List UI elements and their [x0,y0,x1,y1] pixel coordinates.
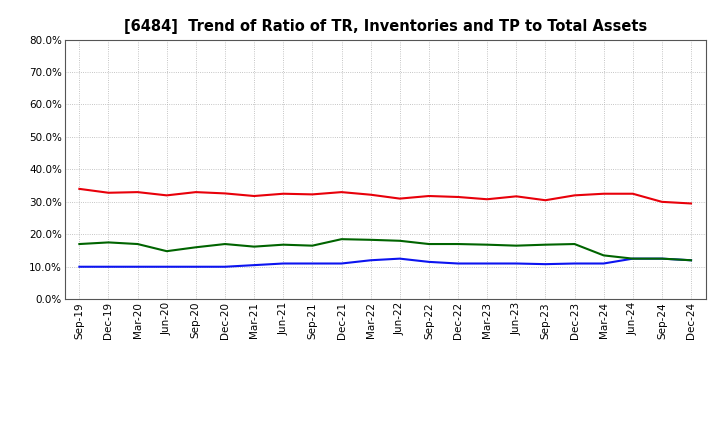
Trade Receivables [75,186,84,191]
Trade Payables [337,237,346,242]
Inventories [629,256,637,261]
Trade Payables [687,258,696,263]
Inventories [425,259,433,264]
Trade Receivables [629,191,637,196]
Trade Receivables [220,191,229,196]
Inventories [541,261,550,267]
Title: [6484]  Trend of Ratio of TR, Inventories and TP to Total Assets: [6484] Trend of Ratio of TR, Inventories… [124,19,647,34]
Inventories [250,263,258,268]
Inventories [308,261,317,266]
Trade Payables [599,253,608,258]
Trade Receivables [308,192,317,197]
Trade Receivables [337,190,346,195]
Trade Payables [483,242,492,247]
Inventories [220,264,229,269]
Trade Payables [192,245,200,250]
Trade Receivables [657,199,666,205]
Inventories [512,261,521,266]
Trade Payables [541,242,550,247]
Trade Receivables [192,190,200,195]
Inventories [163,264,171,269]
Inventories [483,261,492,266]
Trade Payables [454,242,462,247]
Inventories [687,258,696,263]
Trade Receivables [163,193,171,198]
Inventories [570,261,579,266]
Trade Receivables [483,197,492,202]
Trade Payables [629,256,637,261]
Trade Payables [250,244,258,249]
Trade Payables [220,242,229,247]
Trade Receivables [279,191,287,196]
Trade Receivables [541,198,550,203]
Trade Receivables [454,194,462,200]
Inventories [366,258,375,263]
Trade Receivables [599,191,608,196]
Trade Receivables [512,194,521,199]
Trade Receivables [425,193,433,198]
Trade Payables [366,237,375,242]
Inventories [599,261,608,266]
Trade Receivables [366,192,375,198]
Trade Payables [395,238,404,243]
Trade Receivables [104,190,113,195]
Inventories [657,256,666,261]
Trade Payables [512,243,521,248]
Trade Payables [104,240,113,245]
Inventories [75,264,84,269]
Line: Inventories: Inventories [79,259,691,267]
Trade Payables [75,242,84,247]
Inventories [133,264,142,269]
Trade Receivables [570,193,579,198]
Trade Payables [657,256,666,261]
Trade Receivables [395,196,404,201]
Trade Payables [133,242,142,247]
Line: Trade Receivables: Trade Receivables [79,189,691,203]
Inventories [395,256,404,261]
Inventories [104,264,113,269]
Trade Receivables [250,193,258,198]
Line: Trade Payables: Trade Payables [79,239,691,260]
Trade Payables [425,242,433,247]
Inventories [192,264,200,269]
Trade Payables [570,242,579,247]
Trade Payables [308,243,317,248]
Trade Receivables [687,201,696,206]
Inventories [337,261,346,266]
Trade Payables [279,242,287,247]
Trade Receivables [133,190,142,195]
Inventories [279,261,287,266]
Inventories [454,261,462,266]
Trade Payables [163,249,171,254]
